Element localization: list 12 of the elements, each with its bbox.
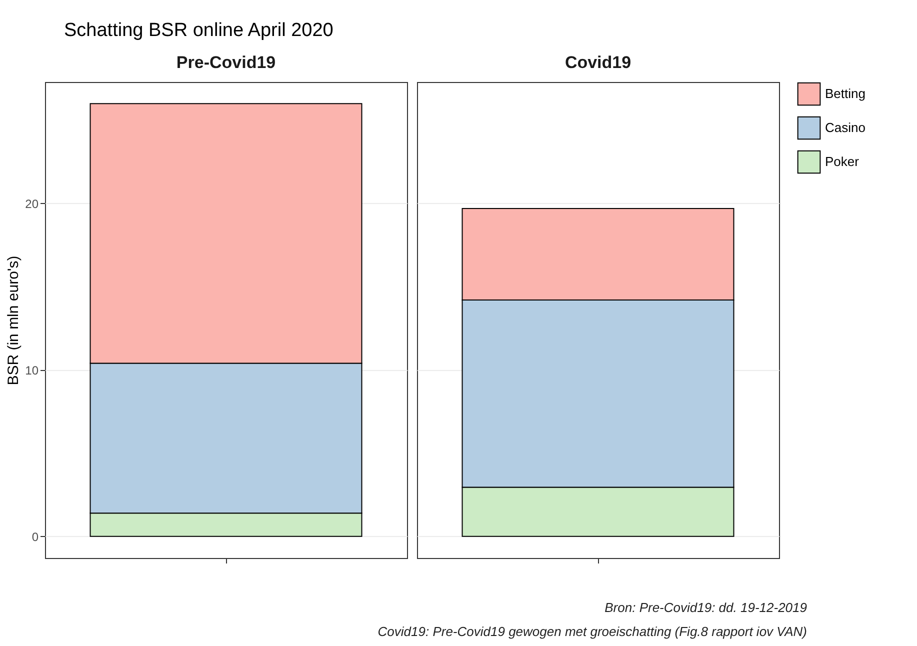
legend-label: Betting xyxy=(825,86,866,101)
y-axis-title: BSR (in mln euro's) xyxy=(5,256,22,386)
text: Covid19: Pre-Covid19 gewogen met groeischatting (Fig.8 rapport iov VAN) xyxy=(378,623,807,641)
y-tick-label: 0 xyxy=(32,530,39,544)
y-tick-label: 10 xyxy=(25,363,39,378)
chart-title: Schatting BSR online April 2020 xyxy=(64,20,334,42)
y-tick-label: 20 xyxy=(25,196,39,211)
legend-label: Casino xyxy=(825,120,866,135)
x-tick-label: Pre-Covid19 xyxy=(176,53,276,72)
x-tick-label: Covid19 xyxy=(564,53,632,72)
legend-label: Poker xyxy=(825,154,860,169)
text: Bron: Pre-Covid19: dd. 19-12-2019 xyxy=(604,599,807,617)
